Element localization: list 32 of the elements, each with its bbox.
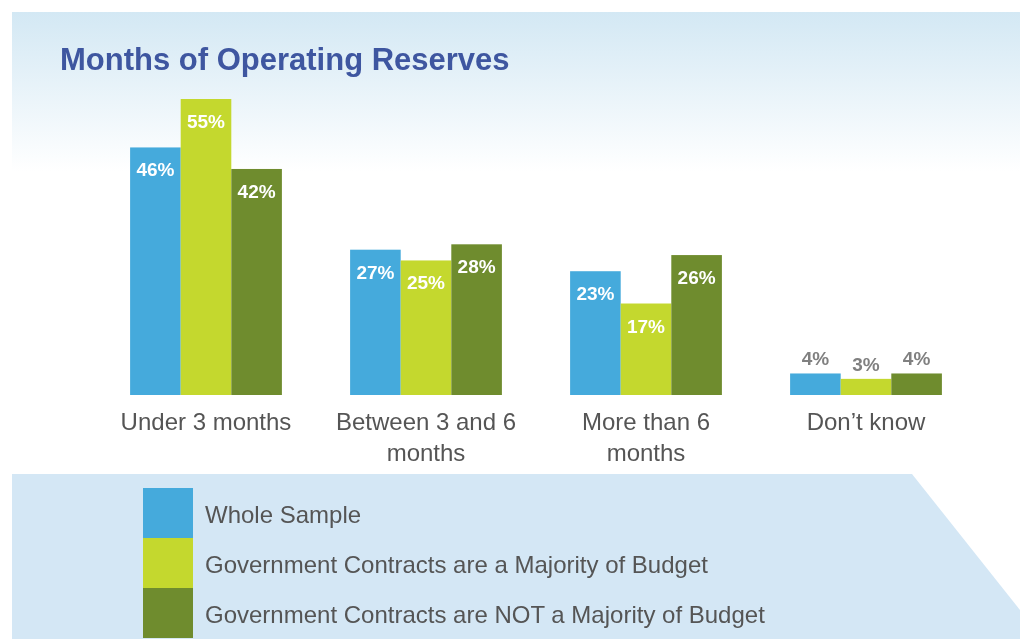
data-label: 17% xyxy=(626,315,666,337)
data-label: 28% xyxy=(457,256,496,278)
legend-label: Whole Sample xyxy=(205,501,362,528)
legend-label: Government Contracts are NOT a Majority of Budget xyxy=(205,601,766,628)
data-label: 26% xyxy=(677,267,716,289)
bar xyxy=(231,168,282,395)
data-label: 4% xyxy=(801,348,830,370)
bar xyxy=(130,147,181,395)
bar xyxy=(620,303,672,395)
data-label: 3% xyxy=(852,353,880,375)
bar xyxy=(451,244,502,395)
data-label: 25% xyxy=(406,272,446,294)
bar xyxy=(180,99,232,395)
bar xyxy=(840,378,892,395)
bar xyxy=(570,271,621,395)
x-tick-label: More than 6 months xyxy=(581,408,711,466)
x-tick-label: Don’t know xyxy=(806,408,927,435)
bar xyxy=(891,373,942,395)
x-tick-label: Under 3 months xyxy=(120,408,292,435)
bar xyxy=(400,260,452,395)
bar xyxy=(790,373,841,395)
data-label: 4% xyxy=(902,348,931,370)
bar xyxy=(671,255,722,395)
data-label: 46% xyxy=(136,159,175,181)
chart-title: Months of Operating Reserves xyxy=(60,42,510,77)
x-tick-label: Between 3 and 6 months xyxy=(335,408,517,466)
legend-label: Government Contracts are a Majority of Budget xyxy=(205,551,709,578)
data-label: 55% xyxy=(186,111,226,132)
data-label: 27% xyxy=(356,261,395,283)
bar xyxy=(350,249,401,395)
data-label: 42% xyxy=(237,180,276,202)
data-label: 23% xyxy=(576,283,615,305)
